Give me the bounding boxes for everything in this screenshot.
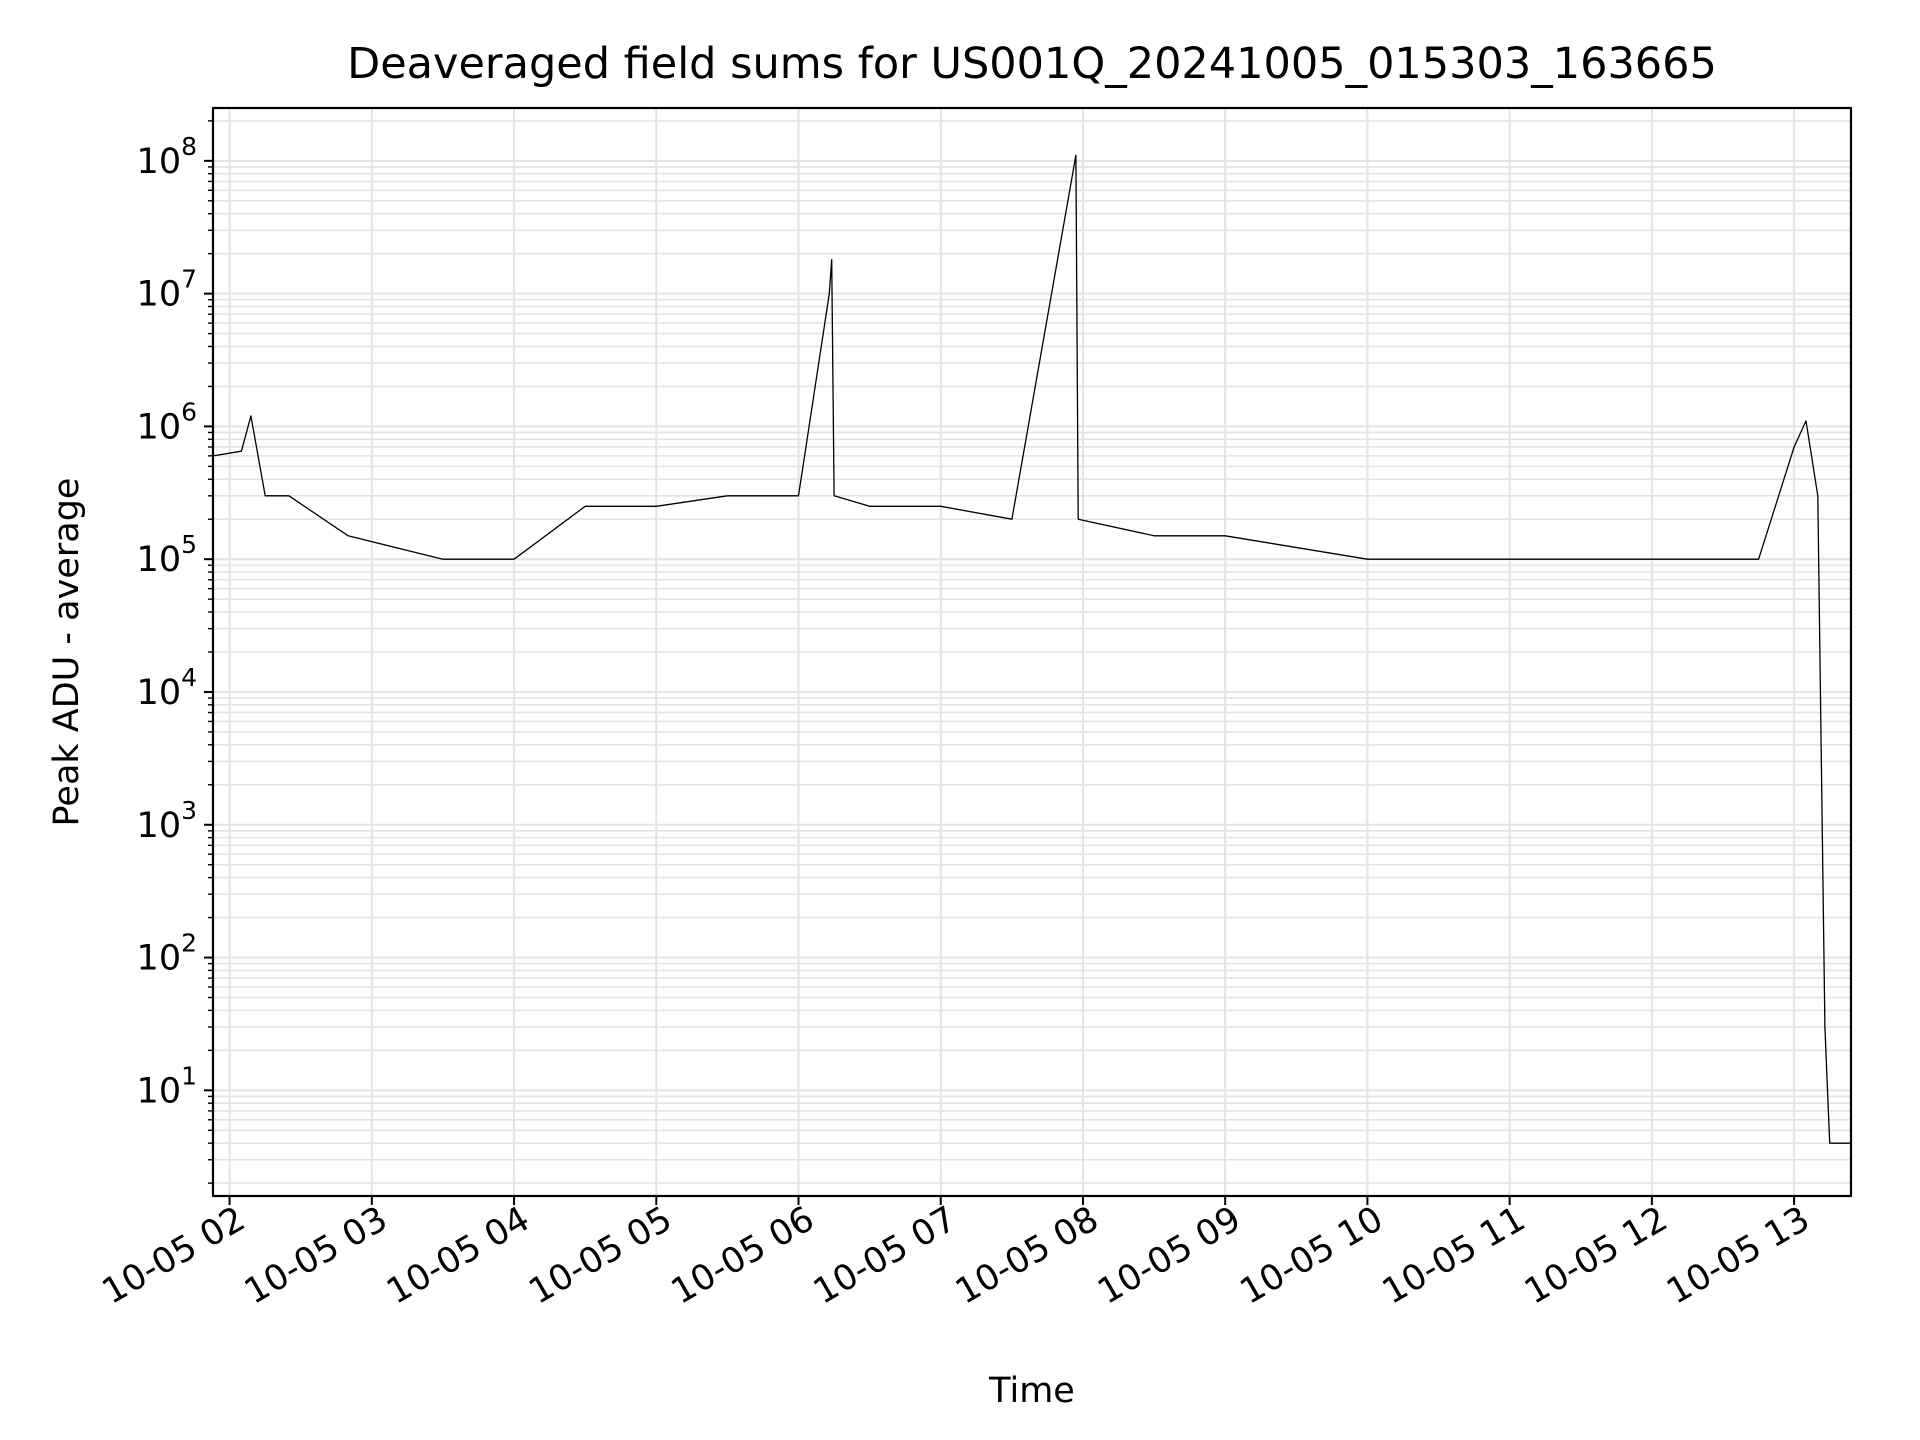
y-tick-exponent: 8 — [181, 132, 197, 161]
y-tick-exponent: 3 — [181, 796, 197, 825]
y-tick-label: 106 — [137, 397, 197, 447]
y-tick-exponent: 5 — [181, 530, 197, 559]
y-tick-base: 10 — [137, 1071, 182, 1111]
y-tick-base: 10 — [137, 673, 182, 713]
x-axis-label: Time — [988, 1371, 1075, 1411]
y-tick-label: 102 — [137, 929, 197, 979]
y-tick-base: 10 — [137, 939, 182, 979]
chart-title: Deaveraged field sums for US001Q_2024100… — [347, 39, 1717, 89]
y-tick-base: 10 — [137, 275, 182, 315]
y-tick-base: 10 — [137, 407, 182, 447]
y-tick-label: 104 — [137, 663, 197, 713]
series-line — [212, 154, 1851, 1144]
y-tick-label: 101 — [137, 1061, 197, 1111]
axis-ticks — [204, 120, 1796, 1205]
y-axis-label: Peak ADU - average — [47, 478, 87, 827]
y-tick-label: 108 — [137, 132, 197, 182]
y-tick-label: 105 — [137, 530, 197, 580]
series-layer — [212, 154, 1851, 1144]
y-tick-exponent: 1 — [181, 1061, 197, 1090]
y-tick-label: 103 — [137, 796, 197, 846]
y-tick-base: 10 — [137, 142, 182, 182]
y-tick-base: 10 — [137, 806, 182, 846]
y-tick-label: 107 — [137, 265, 197, 315]
y-tick-exponent: 6 — [181, 397, 197, 426]
y-tick-exponent: 2 — [181, 929, 197, 958]
y-tick-base: 10 — [137, 540, 182, 580]
grid — [213, 108, 1851, 1196]
y-tick-exponent: 7 — [181, 265, 197, 294]
y-tick-exponent: 4 — [181, 663, 197, 692]
